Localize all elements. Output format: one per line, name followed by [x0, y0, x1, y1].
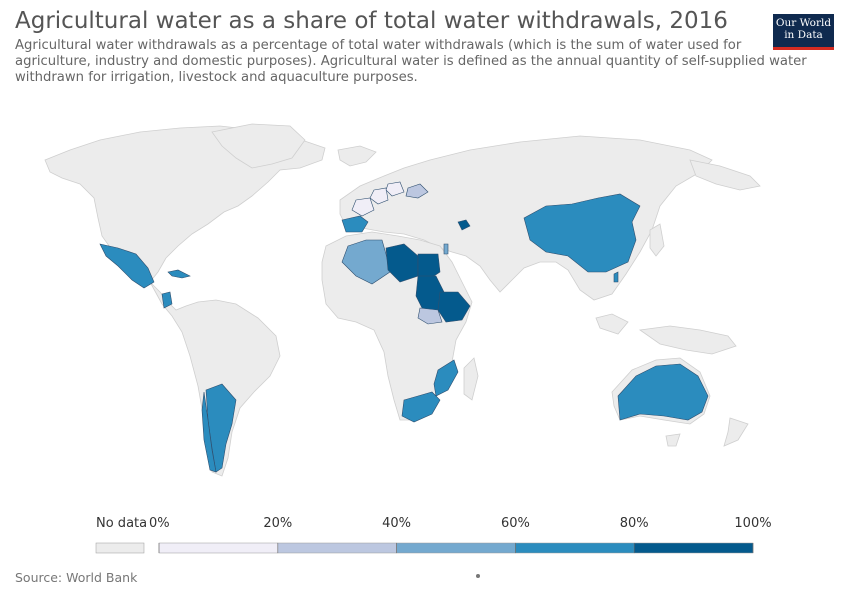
country-nicaragua[interactable]	[161, 291, 173, 309]
logo-line-1: Our World	[775, 17, 832, 29]
land-mass-11	[595, 313, 629, 335]
chart-title: Agricultural water as a share of total w…	[15, 8, 728, 34]
legend-tick-label: 100%	[734, 516, 771, 531]
land-mass-6	[463, 357, 479, 401]
legend-no-data-label: No data	[96, 516, 147, 531]
legend-tick-label: 40%	[382, 516, 411, 531]
legend: No data 0% 20% 40% 60% 80% 100%	[95, 516, 772, 554]
land-mass-3	[337, 145, 377, 167]
legend-tick-label: 80%	[620, 516, 649, 531]
land-mass-9	[723, 417, 749, 447]
country-germany[interactable]	[369, 187, 389, 205]
legend-bin-3	[515, 542, 635, 554]
land-mass-12	[649, 223, 665, 257]
land-mass-10	[638, 325, 737, 355]
country-spain[interactable]	[341, 215, 369, 233]
legend-bin-2	[396, 542, 516, 554]
legend-bins: 0% 20% 40% 60% 80% 100%	[149, 516, 772, 554]
country-azerbaijan[interactable]	[457, 219, 471, 231]
logo-line-2: in Data	[784, 29, 823, 41]
dot-separator	[476, 574, 480, 578]
legend-tick-label: 60%	[501, 516, 530, 531]
country-cuba[interactable]	[167, 269, 191, 279]
land-masses	[44, 123, 761, 477]
country-france[interactable]	[351, 197, 375, 217]
legend-bin-1	[277, 542, 397, 554]
country-australia[interactable]	[617, 363, 709, 421]
country-poland[interactable]	[385, 181, 405, 197]
land-mass-13	[689, 159, 761, 191]
source-note: Source: World Bank	[15, 570, 138, 585]
country-ukraine[interactable]	[405, 183, 429, 199]
country-china[interactable]	[523, 193, 641, 273]
legend-bin-0	[158, 542, 279, 554]
land-mass-1	[149, 281, 281, 477]
legend-bin-4	[633, 542, 754, 554]
country-taiwan[interactable]	[613, 271, 619, 283]
countries-with-data[interactable]	[99, 181, 709, 473]
country-south-sudan[interactable]	[417, 307, 443, 325]
owid-logo[interactable]: Our World in Data	[773, 14, 834, 50]
legend-tick-label: 0%	[149, 516, 170, 531]
country-israel[interactable]	[443, 243, 449, 255]
legend-no-data-swatch	[95, 542, 145, 554]
legend-tick-label: 20%	[263, 516, 292, 531]
land-mass-8	[665, 433, 681, 447]
country-mexico[interactable]	[99, 243, 155, 289]
land-mass-2	[211, 123, 306, 169]
country-mozambique[interactable]	[433, 359, 459, 397]
country-chile[interactable]	[201, 391, 217, 473]
chart-subtitle: Agricultural water withdrawals as a perc…	[15, 38, 807, 85]
country-south-africa[interactable]	[401, 391, 441, 423]
